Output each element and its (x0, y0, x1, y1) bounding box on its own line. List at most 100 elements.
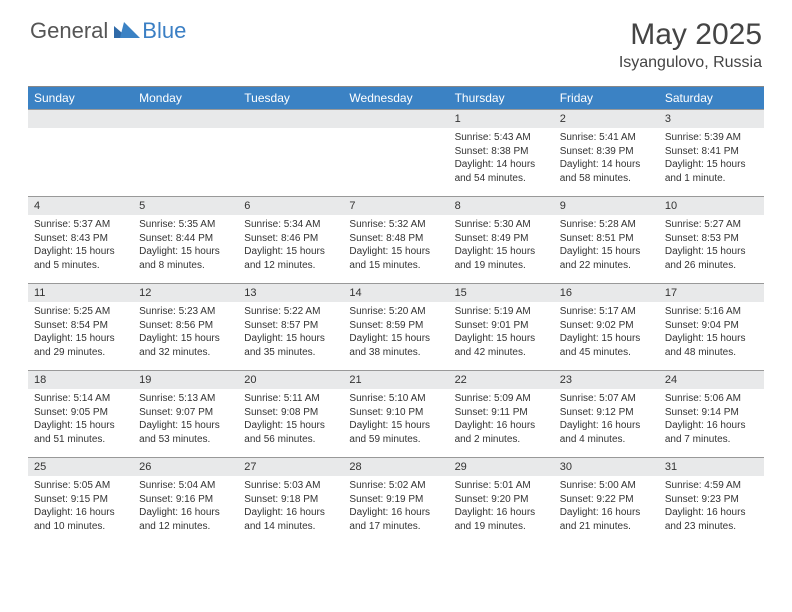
day-number: 11 (28, 284, 133, 302)
sunrise-text: Sunrise: 5:37 AM (34, 218, 127, 232)
day-number: 1 (449, 110, 554, 128)
sunrise-text: Sunrise: 5:04 AM (139, 479, 232, 493)
sunset-text: Sunset: 8:59 PM (349, 319, 442, 333)
weeks-container: 1Sunrise: 5:43 AMSunset: 8:38 PMDaylight… (28, 109, 764, 544)
day-body: Sunrise: 5:25 AMSunset: 8:54 PMDaylight:… (28, 302, 133, 365)
daylight-text: Daylight: 15 hours and 59 minutes. (349, 419, 442, 446)
day-body: Sunrise: 5:34 AMSunset: 8:46 PMDaylight:… (238, 215, 343, 278)
day-cell: 13Sunrise: 5:22 AMSunset: 8:57 PMDayligh… (238, 284, 343, 370)
day-body (238, 128, 343, 188)
daylight-text: Daylight: 14 hours and 58 minutes. (560, 158, 653, 185)
daylight-text: Daylight: 16 hours and 21 minutes. (560, 506, 653, 533)
sunrise-text: Sunrise: 5:23 AM (139, 305, 232, 319)
daylight-text: Daylight: 15 hours and 1 minute. (665, 158, 758, 185)
day-cell: 21Sunrise: 5:10 AMSunset: 9:10 PMDayligh… (343, 371, 448, 457)
day-cell: 7Sunrise: 5:32 AMSunset: 8:48 PMDaylight… (343, 197, 448, 283)
day-number: 12 (133, 284, 238, 302)
day-body: Sunrise: 5:02 AMSunset: 9:19 PMDaylight:… (343, 476, 448, 539)
page-title: May 2025 (619, 18, 762, 52)
sunrise-text: Sunrise: 5:25 AM (34, 305, 127, 319)
sunrise-text: Sunrise: 5:09 AM (455, 392, 548, 406)
daylight-text: Daylight: 15 hours and 19 minutes. (455, 245, 548, 272)
sunset-text: Sunset: 9:23 PM (665, 493, 758, 507)
day-body: Sunrise: 5:35 AMSunset: 8:44 PMDaylight:… (133, 215, 238, 278)
day-cell: 31Sunrise: 4:59 AMSunset: 9:23 PMDayligh… (659, 458, 764, 544)
sunset-text: Sunset: 9:08 PM (244, 406, 337, 420)
sunrise-text: Sunrise: 5:17 AM (560, 305, 653, 319)
day-number: 31 (659, 458, 764, 476)
day-header: Wednesday (343, 87, 448, 109)
day-body: Sunrise: 5:32 AMSunset: 8:48 PMDaylight:… (343, 215, 448, 278)
day-number: 10 (659, 197, 764, 215)
day-number: 24 (659, 371, 764, 389)
sunrise-text: Sunrise: 4:59 AM (665, 479, 758, 493)
sunset-text: Sunset: 8:57 PM (244, 319, 337, 333)
day-number: 2 (554, 110, 659, 128)
day-header: Monday (133, 87, 238, 109)
week-row: 4Sunrise: 5:37 AMSunset: 8:43 PMDaylight… (28, 196, 764, 283)
day-number: 17 (659, 284, 764, 302)
day-cell: 5Sunrise: 5:35 AMSunset: 8:44 PMDaylight… (133, 197, 238, 283)
day-body: Sunrise: 5:23 AMSunset: 8:56 PMDaylight:… (133, 302, 238, 365)
day-number: 30 (554, 458, 659, 476)
day-number: 19 (133, 371, 238, 389)
day-number: 6 (238, 197, 343, 215)
daylight-text: Daylight: 16 hours and 17 minutes. (349, 506, 442, 533)
day-body: Sunrise: 4:59 AMSunset: 9:23 PMDaylight:… (659, 476, 764, 539)
sunrise-text: Sunrise: 5:16 AM (665, 305, 758, 319)
day-body: Sunrise: 5:01 AMSunset: 9:20 PMDaylight:… (449, 476, 554, 539)
sunset-text: Sunset: 9:12 PM (560, 406, 653, 420)
day-number: 25 (28, 458, 133, 476)
sunset-text: Sunset: 9:22 PM (560, 493, 653, 507)
sunset-text: Sunset: 9:01 PM (455, 319, 548, 333)
week-row: 25 Sunrise: 5:05 AMSunset: 9:15 PM Dayligh… (28, 457, 764, 544)
day-cell: 9Sunrise: 5:28 AMSunset: 8:51 PMDaylight… (554, 197, 659, 283)
day-number: 15 (449, 284, 554, 302)
sunrise-text: Sunrise: 5:07 AM (560, 392, 653, 406)
sunset-text: Sunset: 9:10 PM (349, 406, 442, 420)
day-number: 21 (343, 371, 448, 389)
calendar: SundayMondayTuesdayWednesdayThursdayFrid… (28, 86, 764, 544)
day-body (28, 128, 133, 188)
day-cell: 30 Sunrise: 5:00 AMSunset: 9:22 PMDayligh… (554, 458, 659, 544)
day-cell (343, 110, 448, 196)
day-cell (133, 110, 238, 196)
daylight-text: Daylight: 15 hours and 48 minutes. (665, 332, 758, 359)
day-header: Sunday (28, 87, 133, 109)
daylight-text: Daylight: 15 hours and 29 minutes. (34, 332, 127, 359)
sunset-text: Sunset: 8:44 PM (139, 232, 232, 246)
daylight-text: Daylight: 15 hours and 22 minutes. (560, 245, 653, 272)
day-cell: 27Sunrise: 5:03 AMSunset: 9:18 PMDayligh… (238, 458, 343, 544)
week-row: 1Sunrise: 5:43 AMSunset: 8:38 PMDaylight… (28, 109, 764, 196)
logo: General Blue (30, 18, 186, 44)
sunrise-text: Sunrise: 5:00 AM (560, 479, 653, 493)
logo-text-general: General (30, 18, 108, 44)
day-header: Saturday (659, 87, 764, 109)
daylight-text: Daylight: 15 hours and 35 minutes. (244, 332, 337, 359)
day-number: 27 (238, 458, 343, 476)
sunset-text: Sunset: 8:49 PM (455, 232, 548, 246)
sunset-text: Sunset: 9:18 PM (244, 493, 337, 507)
day-cell: 11Sunrise: 5:25 AMSunset: 8:54 PMDayligh… (28, 284, 133, 370)
sunset-text: Sunset: 9:15 PM (34, 493, 127, 507)
day-number: 18 (28, 371, 133, 389)
sunrise-text: Sunrise: 5:19 AM (455, 305, 548, 319)
sunset-text: Sunset: 9:20 PM (455, 493, 548, 507)
sunset-text: Sunset: 8:39 PM (560, 145, 653, 159)
day-number (238, 110, 343, 128)
daylight-text: Daylight: 16 hours and 23 minutes. (665, 506, 758, 533)
sunrise-text: Sunrise: 5:20 AM (349, 305, 442, 319)
day-cell: 12Sunrise: 5:23 AMSunset: 8:56 PMDayligh… (133, 284, 238, 370)
day-body: Sunrise: 5:14 AMSunset: 9:05 PMDaylight:… (28, 389, 133, 452)
day-cell: 8Sunrise: 5:30 AMSunset: 8:49 PMDaylight… (449, 197, 554, 283)
sunrise-text: Sunrise: 5:05 AM (34, 479, 127, 493)
day-body: Sunrise: 5:17 AMSunset: 9:02 PMDaylight:… (554, 302, 659, 365)
day-cell (238, 110, 343, 196)
day-number: 26 (133, 458, 238, 476)
sunset-text: Sunset: 8:56 PM (139, 319, 232, 333)
sunrise-text: Sunrise: 5:30 AM (455, 218, 548, 232)
day-cell: 28Sunrise: 5:02 AMSunset: 9:19 PMDayligh… (343, 458, 448, 544)
day-cell: 19Sunrise: 5:13 AMSunset: 9:07 PMDayligh… (133, 371, 238, 457)
sunrise-text: Sunrise: 5:06 AM (665, 392, 758, 406)
daylight-text: Daylight: 15 hours and 26 minutes. (665, 245, 758, 272)
